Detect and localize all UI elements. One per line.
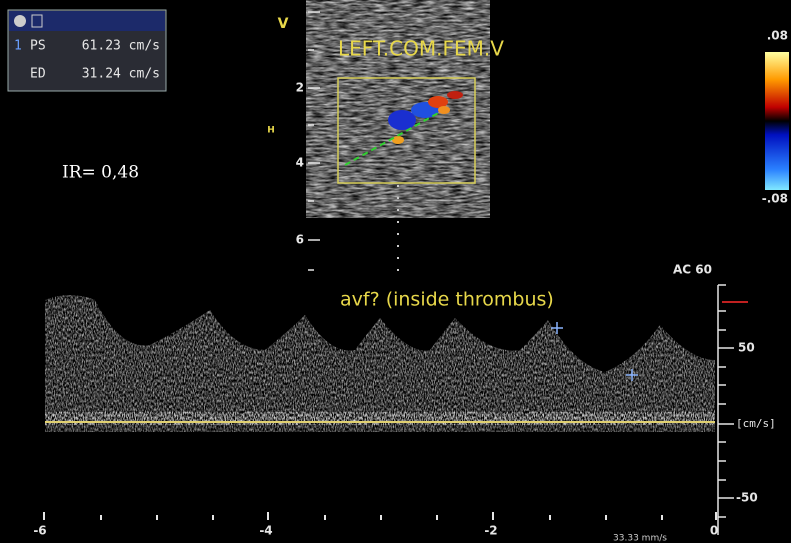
depth-ticks — [308, 11, 320, 271]
color-flow — [388, 91, 463, 144]
time-label: -4 — [259, 524, 272, 538]
measurement-box — [7, 9, 167, 92]
mode-label: V — [278, 16, 289, 32]
depth-label: 6 — [296, 233, 304, 247]
sweep-speed: 33.33 mm/s — [613, 534, 667, 543]
angle-line — [344, 111, 441, 166]
measurement-index: 1 — [14, 39, 22, 54]
velocity-label: -50 — [736, 491, 758, 505]
depth-label: 4 — [296, 156, 304, 170]
time-label: -2 — [484, 524, 497, 538]
image-label: LEFT.COM.FEM.V — [338, 37, 504, 61]
measurement-label: PS — [30, 39, 46, 54]
color-box — [337, 77, 476, 184]
measurement-label: ED — [30, 67, 46, 82]
color-min: -.08 — [762, 192, 788, 206]
velocity-label: 50 — [738, 341, 755, 355]
annotation: avf? (inside thrombus) — [340, 289, 554, 311]
spectrum — [45, 295, 715, 425]
color-max: .08 — [767, 29, 788, 43]
depth-label: 2 — [296, 81, 304, 95]
time-ticks — [43, 512, 717, 520]
measurement-value: 31.24 cm/s — [82, 67, 160, 82]
cursors — [551, 322, 638, 381]
b-mode-image — [306, 0, 490, 218]
time-label: 0 — [710, 524, 718, 538]
depth-marker: H — [267, 126, 275, 136]
velocity-ticks — [717, 284, 734, 535]
ratio: IR= 0,48 — [62, 163, 139, 183]
time-label: -6 — [33, 524, 46, 538]
measurement-value: 61.23 cm/s — [82, 39, 160, 54]
doppler-setting: AC 60 — [673, 263, 712, 277]
velocity-unit: [cm/s] — [736, 417, 776, 430]
color-bar — [765, 52, 789, 190]
